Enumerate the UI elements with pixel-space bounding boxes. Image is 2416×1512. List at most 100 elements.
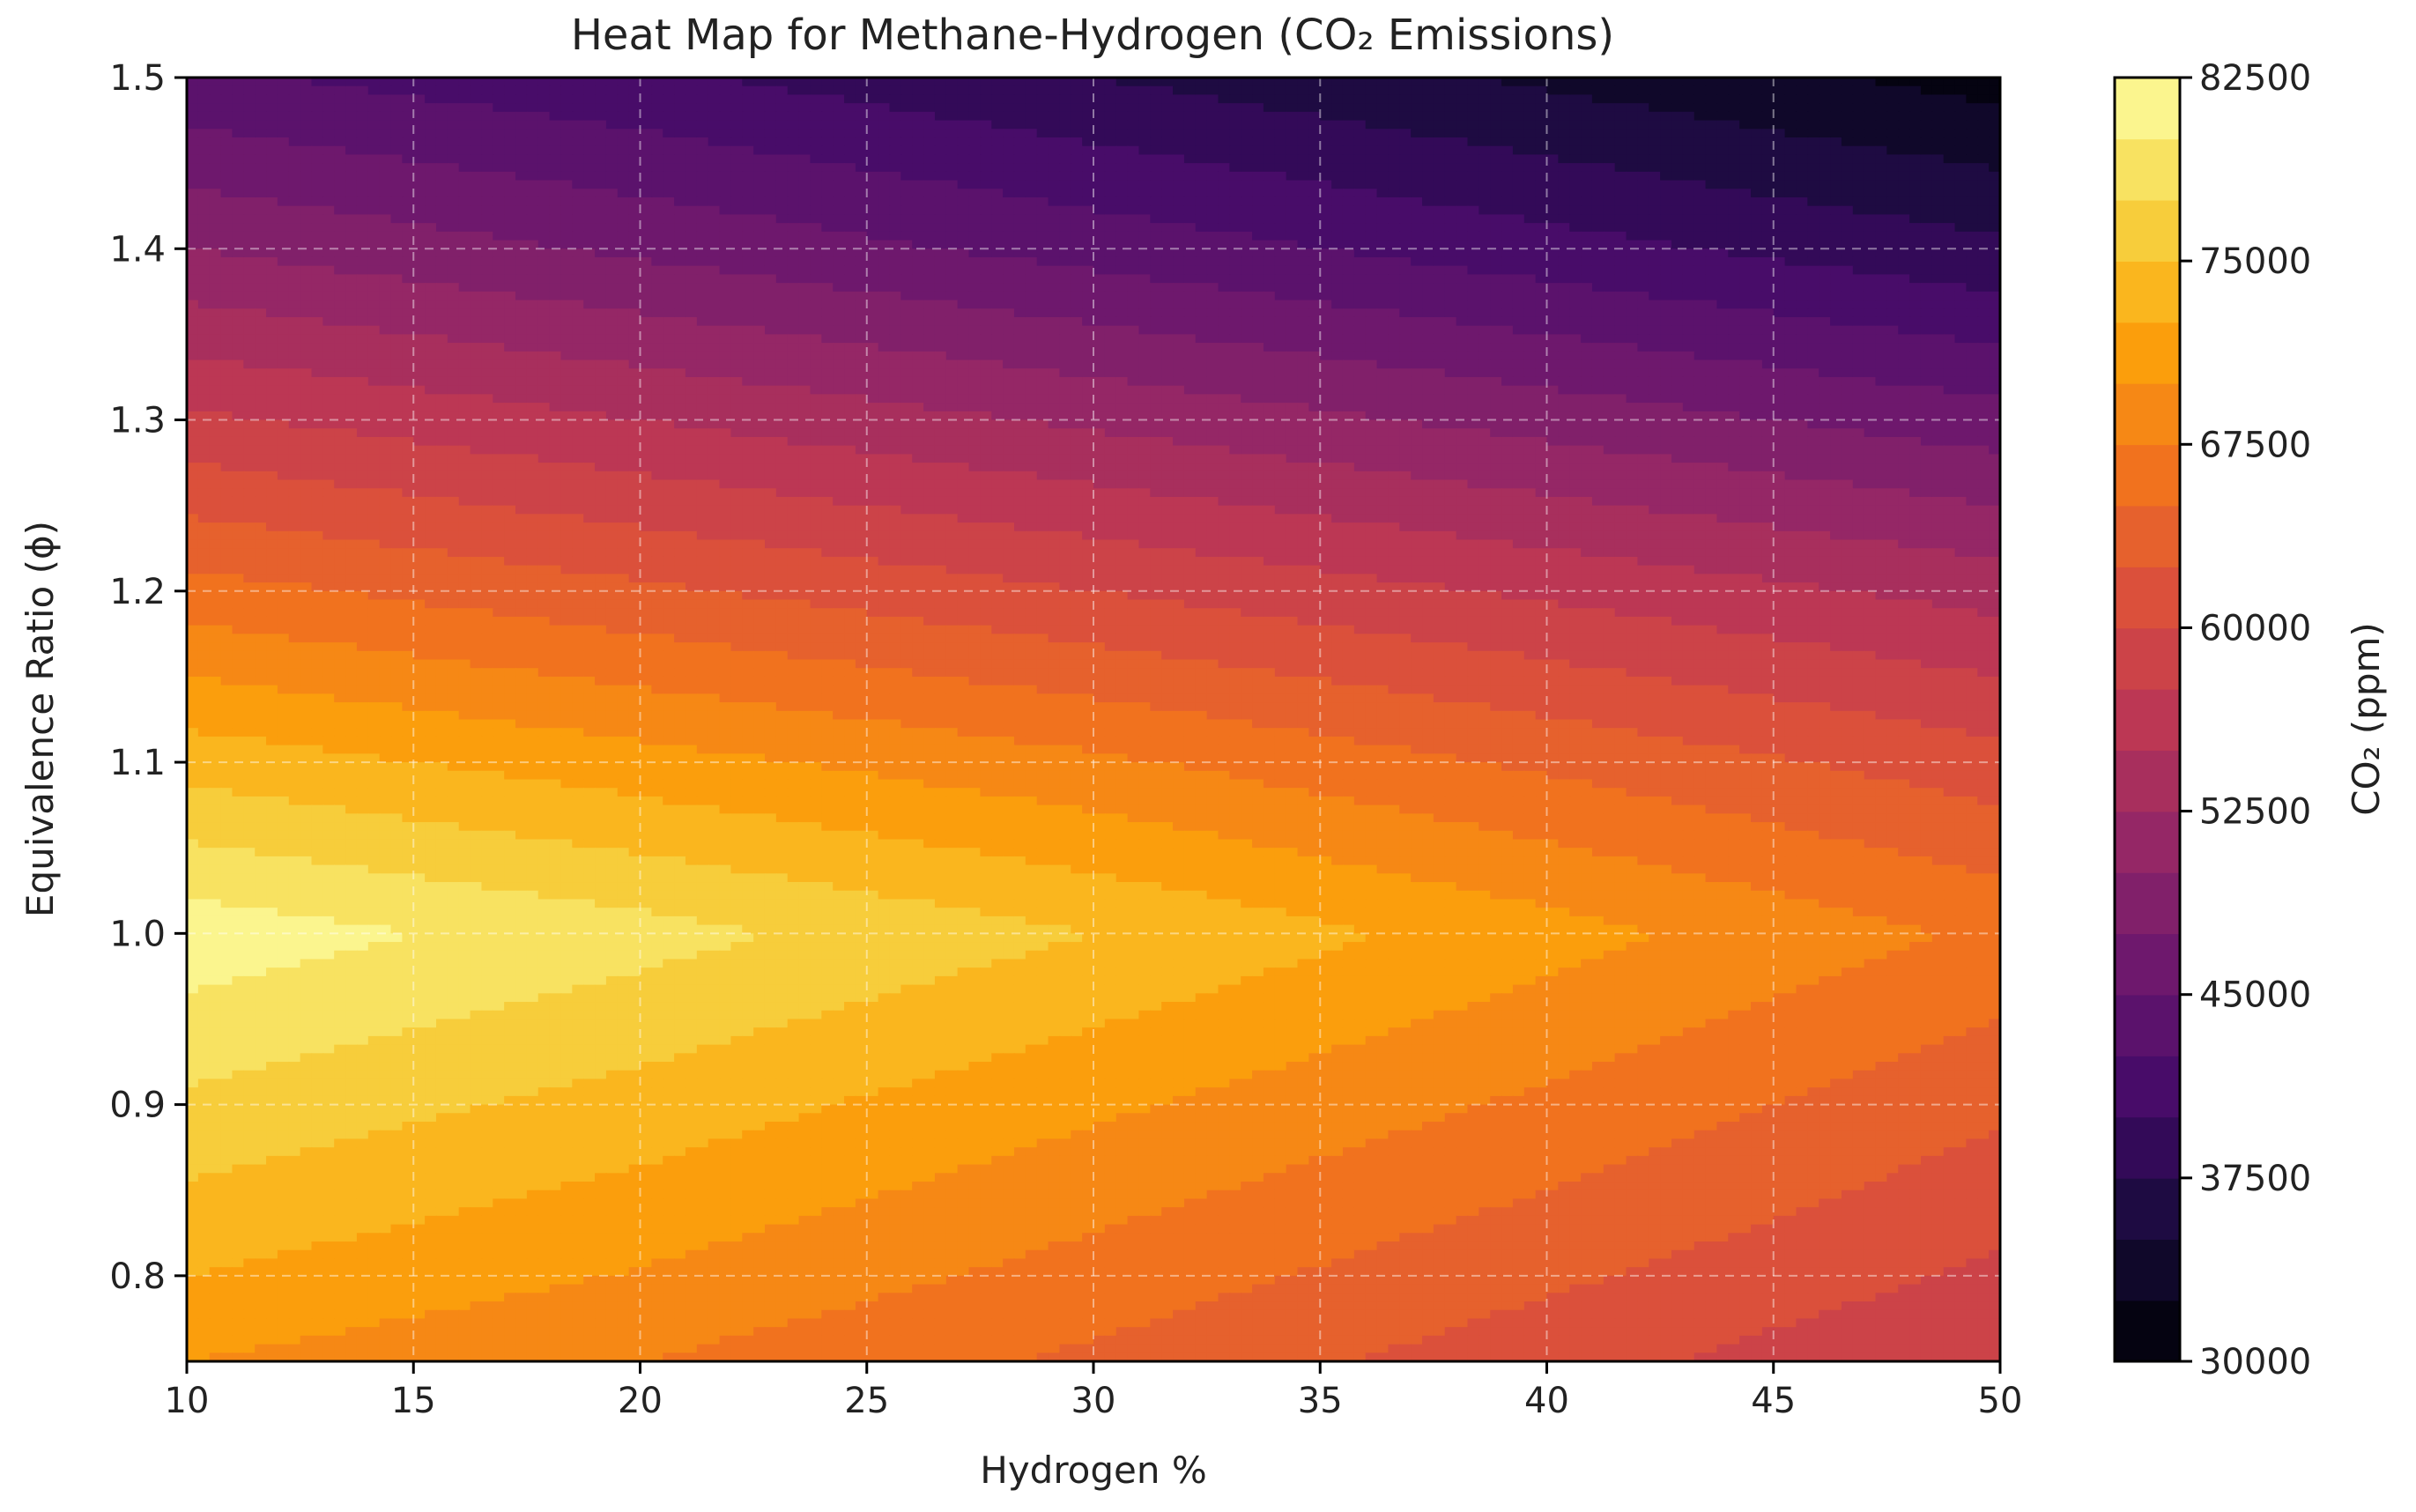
heatmap-cell (945, 85, 959, 96)
heatmap-cell (708, 94, 721, 104)
heatmap-cell (1931, 291, 1945, 301)
heatmap-cell (1637, 180, 1650, 190)
heatmap-cell (515, 103, 528, 113)
heatmap-cell (311, 85, 324, 96)
heatmap-cell (1320, 274, 1332, 284)
heatmap-cell (1943, 308, 1956, 318)
heatmap-cell (402, 111, 415, 122)
heatmap-cell (810, 231, 823, 241)
heatmap-cell (470, 111, 483, 122)
heatmap-cell (798, 214, 812, 224)
heatmap-cell (1852, 94, 1865, 104)
heatmap-cell (447, 94, 460, 104)
heatmap-cell (1025, 111, 1038, 122)
heatmap-cell (696, 85, 709, 96)
heatmap-cell (945, 223, 959, 233)
heatmap-cell (1716, 163, 1730, 173)
heatmap-cell (1693, 145, 1707, 156)
heatmap-cell (753, 274, 766, 284)
heatmap-cell (605, 171, 619, 182)
heatmap-cell (187, 274, 199, 284)
heatmap-cell (1693, 231, 1707, 241)
heatmap-cell (980, 85, 993, 96)
heatmap-cell (493, 316, 505, 327)
heatmap-cell (1308, 223, 1322, 233)
heatmap-cell (379, 145, 392, 156)
heatmap-cell (1376, 300, 1390, 310)
heatmap-cell (277, 78, 290, 87)
heatmap-cell (1444, 265, 1457, 276)
heatmap-cell (866, 316, 879, 327)
heatmap-cell (1173, 154, 1185, 164)
heatmap-cell (798, 300, 812, 310)
heatmap-cell (775, 248, 789, 258)
heatmap-cell (1150, 180, 1162, 190)
heatmap-cell (1875, 265, 1888, 276)
heatmap-cell (1807, 325, 1819, 336)
heatmap-cell (1535, 231, 1548, 241)
heatmap-cell (1183, 163, 1197, 173)
heatmap-cell (934, 316, 947, 327)
heatmap-cell (1739, 129, 1752, 138)
heatmap-cell (775, 111, 789, 122)
heatmap-cell (1931, 274, 1945, 284)
heatmap-cell (493, 334, 505, 344)
heatmap-cell (390, 171, 404, 182)
heatmap-cell (1989, 265, 2000, 276)
heatmap-cell (1660, 129, 1672, 138)
heatmap-cell (187, 137, 199, 147)
heatmap-cell (526, 214, 539, 224)
heatmap-cell (1501, 214, 1514, 224)
heatmap-cell (1456, 231, 1469, 241)
heatmap-cell (1761, 111, 1775, 122)
heatmap-cell (1229, 274, 1242, 284)
heatmap-cell (1003, 308, 1015, 318)
heatmap-cell (1399, 145, 1412, 156)
heatmap-cell (1977, 214, 1990, 224)
heatmap-cell (651, 189, 664, 198)
heatmap-cell (764, 240, 777, 250)
heatmap-cell (1048, 256, 1061, 267)
heatmap-cell (1490, 300, 1502, 310)
heatmap-cell (753, 180, 766, 190)
heatmap-cell (912, 180, 924, 190)
heatmap-cell (1841, 205, 1854, 216)
heatmap-cell (1751, 103, 1763, 113)
heatmap-cell (1036, 283, 1049, 293)
heatmap-cell (356, 265, 369, 276)
heatmap-cell (1649, 129, 1661, 138)
heatmap-cell (1852, 154, 1865, 164)
heatmap-cell (1523, 94, 1537, 104)
heatmap-cell (1535, 300, 1548, 310)
heatmap-cell (232, 256, 245, 267)
heatmap-cell (1274, 265, 1287, 276)
heatmap-cell (1150, 334, 1162, 344)
heatmap-cell (1705, 154, 1718, 164)
heatmap-cell (367, 137, 381, 147)
heatmap-cell (775, 240, 789, 250)
heatmap-cell (730, 231, 744, 241)
heatmap-cell (232, 265, 245, 276)
heatmap-cell (1127, 334, 1140, 344)
heatmap-cell (1025, 274, 1038, 284)
heatmap-cell (209, 223, 222, 233)
heatmap-cell (1705, 256, 1718, 267)
heatmap-cell (1252, 129, 1264, 138)
heatmap-cell (277, 154, 290, 164)
heatmap-cell (197, 223, 211, 233)
heatmap-cell (1909, 111, 1922, 122)
heatmap-cell (1059, 163, 1072, 173)
heatmap-cell (1966, 231, 1979, 241)
heatmap-cell (1841, 94, 1854, 104)
heatmap-cell (1025, 308, 1038, 318)
heatmap-cell (719, 111, 732, 122)
heatmap-cell (1263, 78, 1276, 87)
heatmap-cell (1501, 274, 1514, 284)
heatmap-cell (537, 291, 551, 301)
heatmap-cell (1342, 180, 1355, 190)
heatmap-cell (537, 300, 551, 310)
heatmap-cell (549, 163, 562, 173)
heatmap-cell (311, 189, 324, 198)
heatmap-cell (220, 94, 233, 104)
heatmap-cell (1229, 265, 1242, 276)
